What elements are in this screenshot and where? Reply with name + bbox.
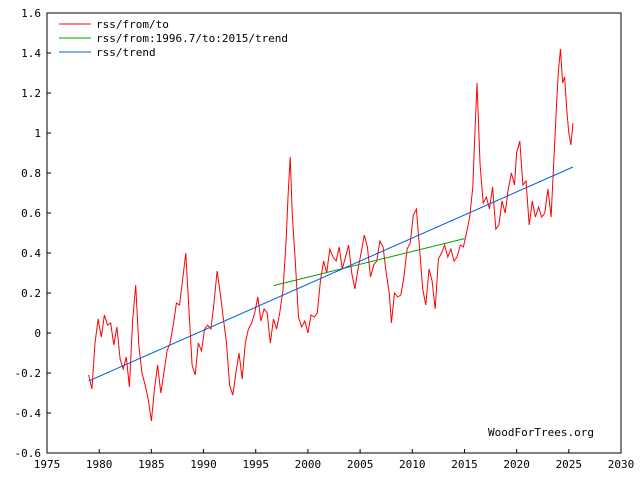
- y-tick-label: 0.2: [21, 287, 41, 300]
- x-tick-label: 2015: [451, 458, 478, 471]
- x-tick-label: 2005: [347, 458, 374, 471]
- x-tick-label: 1985: [138, 458, 165, 471]
- x-tick-label: 1975: [34, 458, 61, 471]
- y-tick-label: 1.2: [21, 87, 41, 100]
- series-rss-1996-2015-trend-line: [273, 238, 465, 287]
- legend-label: rss/from:1996.7/to:2015/trend: [96, 32, 288, 45]
- y-tick-label: 0.8: [21, 167, 41, 180]
- y-tick-label: 1.4: [21, 47, 41, 60]
- legend: rss/from/torss/from:1996.7/to:2015/trend…: [59, 18, 288, 59]
- x-axis: 1975 1980 1985 1990 1995 2000 2005 2010 2015 2020…: [34, 449, 635, 471]
- x-tick-label: 2030: [608, 458, 635, 471]
- series-rss-monthly-line: [88, 48, 574, 422]
- series-rss-full-trend-line: [88, 166, 574, 382]
- series-layer: [88, 48, 574, 422]
- y-tick-label: 0.4: [21, 247, 41, 260]
- legend-label: rss/from/to: [96, 18, 169, 31]
- plot-area: [46, 12, 622, 454]
- x-tick-label: 1990: [190, 458, 217, 471]
- x-tick-label: 1995: [242, 458, 269, 471]
- y-tick-label: 1: [34, 127, 41, 140]
- y-tick-label: -0.2: [15, 367, 42, 380]
- y-tick-label: -0.4: [15, 407, 42, 420]
- watermark: WoodForTrees.org: [488, 426, 594, 439]
- y-tick-label: 0: [34, 327, 41, 340]
- x-tick-label: 2010: [399, 458, 426, 471]
- y-axis: -0.6 -0.4 -0.2 0 0.2 0.4 0.6 0.8 1 1.2 1.4 1.6: [15, 7, 51, 460]
- x-tick-label: 2020: [503, 458, 530, 471]
- y-tick-label: 0.6: [21, 207, 41, 220]
- y-tick-label: -0.6: [15, 447, 42, 460]
- x-tick-label: 2025: [556, 458, 583, 471]
- legend-label: rss/trend: [96, 46, 156, 59]
- x-tick-label: 2000: [295, 458, 322, 471]
- x-tick-label: 1980: [86, 458, 113, 471]
- y-tick-label: 1.6: [21, 7, 41, 20]
